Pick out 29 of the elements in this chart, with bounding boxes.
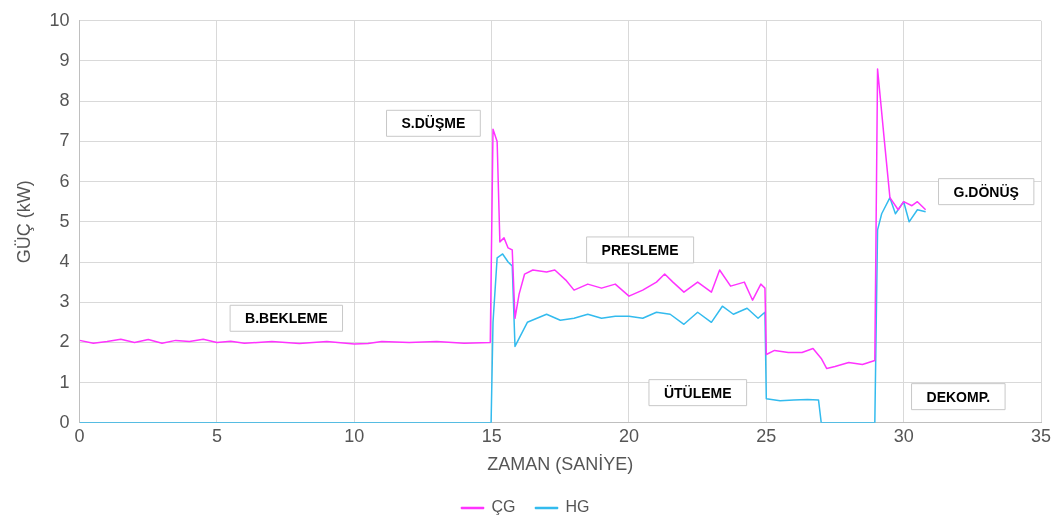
y-tick-label: 2	[59, 331, 70, 352]
annotation: B.BEKLEME	[245, 310, 328, 327]
y-tick-label: 3	[59, 291, 70, 312]
y-tick-label: 7	[59, 130, 70, 151]
x-tick-label: 15	[481, 425, 502, 446]
x-axis-title: ZAMAN (SANİYE)	[487, 454, 634, 475]
x-tick-label: 30	[893, 425, 914, 446]
x-tick-label: 10	[344, 425, 365, 446]
x-tick-label: 0	[74, 425, 85, 446]
y-tick-label: 1	[59, 371, 70, 392]
annotation: G.DÖNÜŞ	[953, 183, 1019, 200]
x-tick-label: 5	[211, 425, 222, 446]
y-tick-label: 8	[59, 90, 70, 111]
legend-label: ÇG	[491, 498, 516, 516]
y-tick-label: 4	[59, 250, 70, 271]
annotation: ÜTÜLEME	[663, 384, 732, 401]
legend-label: HG	[565, 498, 590, 516]
annotation: PRESLEME	[601, 241, 679, 258]
annotation: S.DÜŞME	[401, 115, 466, 132]
y-tick-label: 9	[59, 49, 70, 70]
x-tick-label: 25	[756, 425, 777, 446]
x-tick-label: 35	[1030, 425, 1052, 446]
y-axis-title: GÜÇ (kW)	[13, 180, 34, 264]
y-tick-label: 5	[59, 210, 70, 231]
annotation: DEKOMP.	[926, 388, 991, 405]
y-tick-label: 10	[49, 9, 70, 30]
y-tick-label: 6	[59, 170, 70, 191]
y-tick-label: 0	[59, 411, 70, 432]
x-tick-label: 20	[618, 425, 639, 446]
